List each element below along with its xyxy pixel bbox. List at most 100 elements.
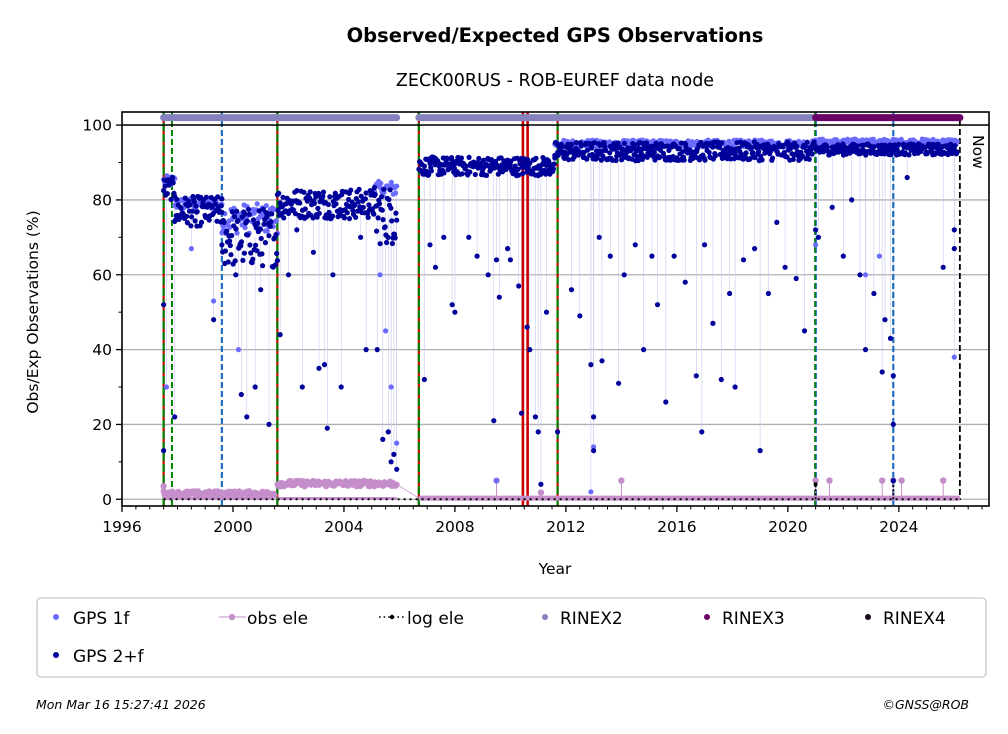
data-point bbox=[507, 257, 513, 263]
data-point bbox=[651, 149, 657, 155]
data-point bbox=[364, 210, 371, 216]
data-point bbox=[245, 232, 251, 238]
data-point bbox=[854, 143, 861, 149]
data-point bbox=[261, 221, 267, 227]
data-point bbox=[481, 157, 487, 163]
data-point bbox=[607, 150, 613, 156]
data-point bbox=[621, 140, 628, 146]
data-point bbox=[765, 290, 772, 297]
data-point bbox=[234, 230, 240, 236]
data-point bbox=[274, 258, 280, 264]
data-point bbox=[782, 264, 788, 270]
data-point bbox=[591, 444, 597, 450]
data-point bbox=[568, 141, 575, 147]
data-point bbox=[380, 217, 386, 223]
data-point bbox=[229, 232, 235, 239]
data-point bbox=[258, 235, 264, 242]
data-point bbox=[449, 302, 455, 308]
data-point bbox=[524, 324, 530, 330]
data-point bbox=[326, 209, 332, 215]
data-point bbox=[352, 202, 358, 208]
data-point bbox=[829, 204, 835, 210]
data-point bbox=[264, 228, 270, 234]
data-point bbox=[238, 391, 244, 398]
series-gps-2f bbox=[161, 139, 960, 487]
data-point bbox=[161, 188, 167, 194]
data-point bbox=[209, 204, 215, 210]
data-point bbox=[890, 421, 896, 427]
data-point bbox=[277, 200, 283, 206]
data-point bbox=[285, 272, 292, 278]
legend-label-rinex2: RINEX2 bbox=[560, 609, 623, 629]
obs-ele-point bbox=[940, 477, 947, 484]
data-point bbox=[483, 172, 490, 178]
data-point bbox=[706, 149, 712, 156]
data-point bbox=[951, 227, 957, 233]
data-point bbox=[793, 275, 799, 282]
data-point bbox=[253, 242, 259, 248]
data-point bbox=[584, 156, 590, 162]
data-point bbox=[310, 249, 316, 255]
data-point bbox=[263, 203, 269, 209]
data-point bbox=[871, 144, 877, 150]
footer-timestamp: Mon Mar 16 15:27:41 2026 bbox=[36, 697, 206, 712]
data-point bbox=[321, 362, 328, 368]
data-point bbox=[221, 219, 227, 225]
x-tick-label: 1996 bbox=[102, 518, 141, 536]
data-point bbox=[802, 143, 808, 149]
data-point bbox=[702, 157, 708, 163]
legend-item-log-ele: log ele bbox=[379, 609, 464, 629]
data-point bbox=[299, 384, 305, 390]
data-point bbox=[890, 478, 896, 484]
data-point bbox=[428, 168, 434, 174]
data-point bbox=[394, 183, 400, 189]
legend-label-gps-2f: GPS 2+f bbox=[73, 647, 145, 667]
data-point bbox=[356, 186, 362, 192]
data-point bbox=[904, 174, 910, 181]
data-point bbox=[250, 256, 256, 262]
data-point bbox=[702, 242, 708, 248]
x-tick-label: 2024 bbox=[879, 518, 918, 536]
data-point bbox=[394, 440, 400, 446]
data-point bbox=[246, 211, 252, 217]
data-point bbox=[233, 226, 239, 232]
data-point bbox=[474, 253, 480, 259]
data-point bbox=[253, 225, 259, 231]
data-point bbox=[518, 410, 525, 416]
data-point bbox=[229, 209, 235, 215]
data-point bbox=[393, 190, 399, 196]
data-point bbox=[394, 466, 400, 472]
data-point bbox=[467, 169, 473, 175]
data-point bbox=[452, 309, 458, 315]
data-point bbox=[332, 190, 338, 196]
data-point bbox=[325, 201, 331, 208]
data-point bbox=[233, 272, 239, 278]
data-point bbox=[598, 157, 605, 163]
data-point bbox=[316, 210, 322, 216]
data-point bbox=[194, 209, 200, 215]
data-point bbox=[184, 213, 190, 219]
obs-ele-link bbox=[396, 484, 420, 499]
data-point bbox=[644, 140, 650, 146]
data-point bbox=[493, 478, 500, 484]
data-point bbox=[388, 384, 394, 390]
data-point bbox=[257, 226, 264, 232]
data-point bbox=[193, 203, 199, 209]
data-point bbox=[365, 214, 371, 220]
data-point bbox=[371, 211, 377, 217]
data-point bbox=[344, 210, 350, 216]
data-point bbox=[767, 149, 774, 155]
data-point bbox=[532, 414, 539, 420]
y-axis: 0 20 40 60 80 100 bbox=[82, 117, 122, 509]
data-point bbox=[568, 287, 575, 293]
data-point bbox=[275, 207, 281, 213]
log-ele-point bbox=[813, 482, 818, 487]
data-point bbox=[749, 145, 755, 151]
data-point bbox=[218, 203, 224, 209]
data-point bbox=[215, 194, 221, 200]
data-point bbox=[376, 201, 383, 207]
data-point bbox=[231, 213, 238, 220]
x-axis-label: Year bbox=[538, 560, 572, 578]
data-point bbox=[191, 199, 197, 205]
data-point bbox=[451, 165, 457, 171]
